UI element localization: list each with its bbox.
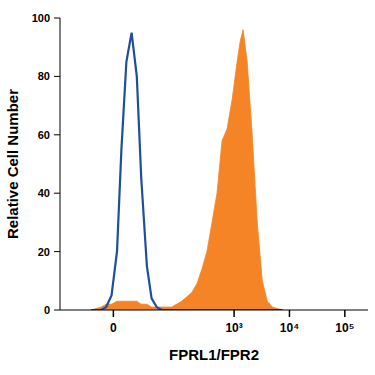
x-tick bbox=[289, 310, 291, 317]
y-tick bbox=[54, 310, 60, 311]
y-tick bbox=[54, 193, 60, 194]
y-axis-title: Relative Cell Number bbox=[4, 89, 21, 239]
y-tick-label: 100 bbox=[32, 12, 50, 24]
histogram-area bbox=[91, 30, 282, 310]
histogram-line bbox=[91, 33, 282, 310]
y-tick bbox=[54, 251, 60, 252]
y-tick-label: 60 bbox=[38, 129, 50, 141]
x-tick bbox=[113, 310, 115, 317]
x-tick-label: 10³ bbox=[225, 321, 242, 335]
x-tick bbox=[233, 310, 235, 317]
y-axis bbox=[60, 18, 61, 310]
y-tick bbox=[54, 76, 60, 77]
x-tick-label: 0 bbox=[110, 321, 117, 335]
y-tick bbox=[54, 18, 60, 19]
x-tick-label: 10⁴ bbox=[280, 321, 299, 335]
y-tick bbox=[54, 134, 60, 135]
x-tick-label: 10⁵ bbox=[335, 321, 354, 335]
data-group bbox=[91, 30, 282, 310]
x-tick bbox=[344, 310, 346, 317]
y-tick-label: 40 bbox=[38, 187, 50, 199]
x-axis-title: FPRL1/FPR2 bbox=[169, 346, 259, 363]
x-axis bbox=[60, 310, 368, 311]
y-tick-label: 80 bbox=[38, 70, 50, 82]
y-tick-label: 0 bbox=[44, 304, 50, 316]
y-tick-label: 20 bbox=[38, 246, 50, 258]
chart: 0 20 40 60 80 100 0 10³ 10⁴ 10⁵ FPRL1/FPR2 Relative… bbox=[0, 0, 375, 375]
